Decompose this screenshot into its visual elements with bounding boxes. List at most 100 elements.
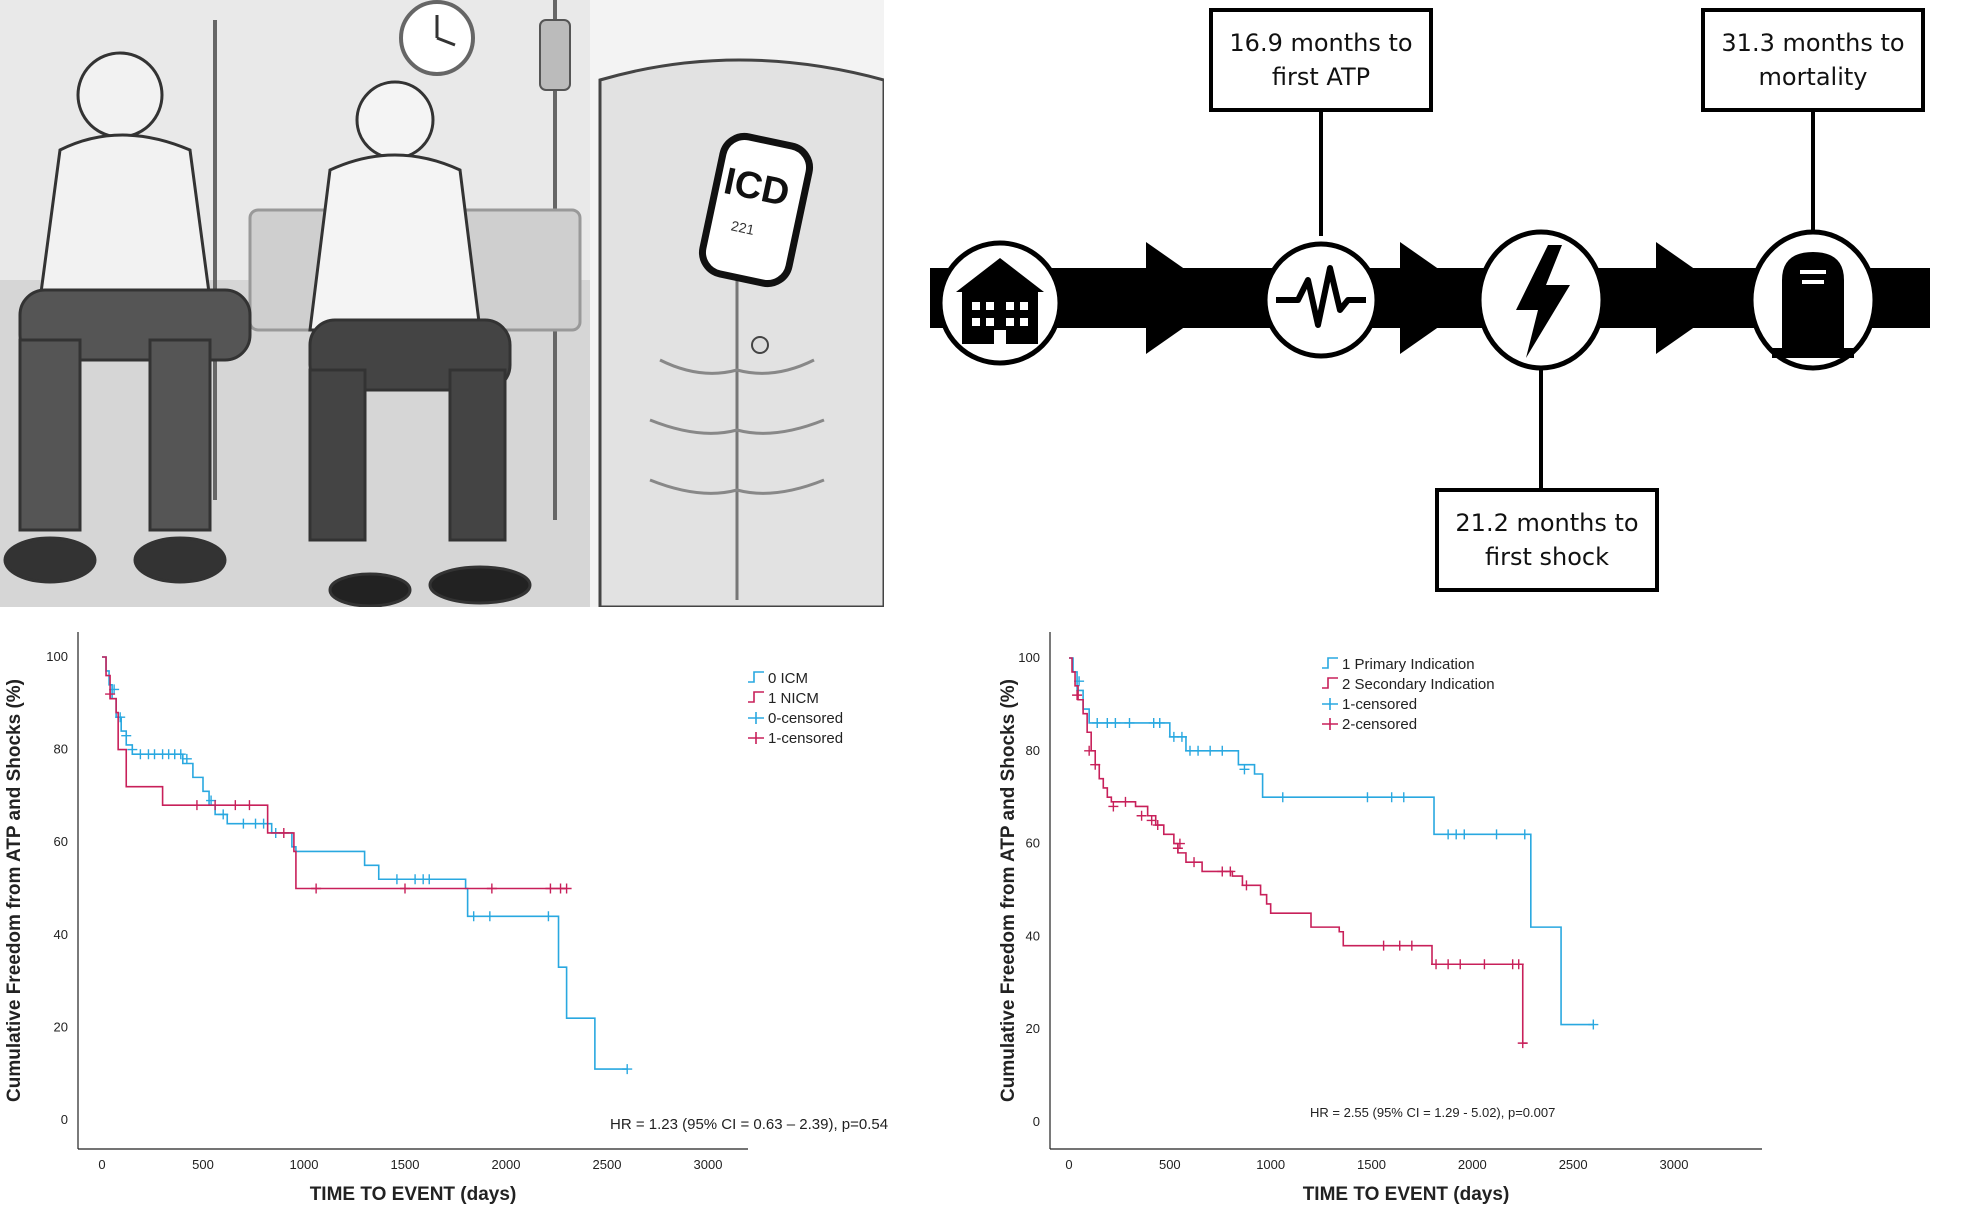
legend-label-3: 0-censored [768,710,843,727]
legend-swatch-1 [748,671,764,683]
censored-mark [1513,959,1524,970]
x-axis-label: TIME TO EVENT (days) [1303,1184,1510,1205]
censored-mark [545,883,556,894]
legend-swatch-2 [1322,677,1338,689]
censored-mark [278,827,289,838]
legend-swatch-2 [748,691,764,703]
legend-label-1: 0 ICM [768,670,808,687]
legend-swatch-3 [1322,698,1338,710]
censored-mark [1491,829,1502,840]
illustration-panel: ICD 221 [0,0,884,607]
lightning-shock-icon [1476,229,1606,371]
censored-mark [175,749,186,760]
x-axis-label: TIME TO EVENT (days) [310,1184,517,1205]
y-axis-label: Cumulative Freedom from ATP and Shocks (… [4,679,25,1102]
censored-mark [1205,745,1216,756]
x-tick-label: 1000 [290,1157,319,1172]
y-tick-label: 60 [1026,836,1040,851]
timeline-panel: 16.9 months to first ATP 31.3 months to … [920,0,1984,607]
series-line-2 [102,656,567,890]
censored-mark [1239,764,1250,775]
y-tick-label: 0 [61,1112,68,1127]
series-line-1 [1069,657,1594,1026]
censored-mark [1588,1019,1599,1030]
x-tick-label: 2000 [492,1157,521,1172]
y-tick-label: 100 [46,649,68,664]
censored-mark [1189,857,1200,868]
censored-mark [1378,940,1389,951]
ecg-waveform-icon [1262,241,1380,359]
censored-mark [181,753,192,764]
censored-mark [230,800,241,811]
censored-mark [1362,792,1373,803]
censored-mark [218,809,229,820]
x-tick-label: 2000 [1458,1157,1487,1172]
mortality-text: 31.3 months to mortality [1721,29,1905,91]
x-tick-label: 0 [98,1157,105,1172]
y-axis-label: Cumulative Freedom from ATP and Shocks (… [998,679,1019,1102]
censored-mark [1386,792,1397,803]
censored-mark [1108,801,1119,812]
legend-swatch-3 [748,712,764,724]
y-tick-label: 80 [54,742,68,757]
legend-swatch-1 [1322,657,1338,669]
censored-mark [1120,796,1131,807]
censored-mark [1090,759,1101,770]
hospital-icon [937,240,1063,366]
iv-bag-icon [539,19,571,91]
censored-mark [206,795,217,806]
censored-mark [468,911,479,922]
timeline-arrow-2 [1400,242,1480,354]
icd-implant-chest-illustration: ICD 221 [590,0,884,607]
censored-mark [1154,717,1165,728]
timeline-graphic [930,100,1930,488]
atp-label-box: 16.9 months to first ATP [1209,8,1433,112]
tombstone-icon [1748,229,1878,371]
censored-mark [622,1064,633,1075]
censored-mark [1146,815,1157,826]
censored-mark [1459,829,1470,840]
series-line-2 [1069,657,1527,1044]
legend-label-3: 1-censored [1342,696,1417,713]
x-tick-label: 2500 [593,1157,622,1172]
y-tick-label: 40 [54,927,68,942]
censored-mark [561,883,572,894]
x-tick-label: 1500 [1357,1157,1386,1172]
patients-in-hospital-illustration: ICD 221 [0,0,884,607]
y-tick-label: 20 [54,1019,68,1034]
legend-swatch-4 [748,732,764,744]
censored-mark [1124,717,1135,728]
censored-mark [210,800,221,811]
censored-mark [1479,959,1490,970]
x-tick-label: 3000 [1660,1157,1689,1172]
censored-mark [238,818,249,829]
censored-mark [1193,745,1204,756]
censored-mark [486,883,497,894]
censored-mark [1110,717,1121,728]
timeline-arrow-1 [1146,242,1226,354]
censored-mark [121,730,132,741]
km-chart-primary-vs-secondary: 0 20 40 60 80 100 0 500 1000 1500 2000 2500 3000 Cumu… [992,612,1984,1208]
censored-mark [1443,959,1454,970]
x-tick-label: 2500 [1559,1157,1588,1172]
censored-mark [105,689,116,700]
censored-mark [1092,717,1103,728]
censored-mark [1225,866,1236,877]
censored-mark [1241,880,1252,891]
censored-mark [1455,959,1466,970]
x-tick-label: 500 [192,1157,214,1172]
censored-mark [424,874,435,885]
censored-mark [1398,792,1409,803]
censored-mark [1176,731,1187,742]
legend-swatch-4 [1322,718,1338,730]
y-tick-label: 100 [1018,650,1040,665]
km-chart-icm-vs-nicm: 0 20 40 60 80 100 0 500 1000 1500 2000 2500 3000 Cumu… [0,612,992,1208]
x-tick-label: 1500 [391,1157,420,1172]
legend-label-2: 1 NICM [768,690,819,707]
censored-mark [1217,745,1228,756]
y-tick-label: 20 [1026,1021,1040,1036]
censored-mark [244,800,255,811]
censored-mark [1431,959,1442,970]
